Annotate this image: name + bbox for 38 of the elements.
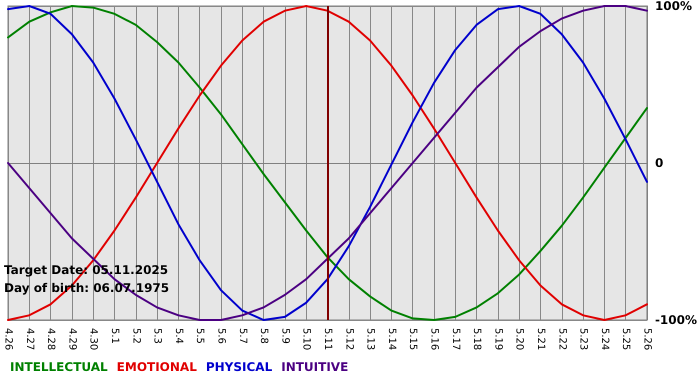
x-tick-label: 5.22 [556, 328, 568, 350]
x-tick-label: 4.30 [88, 328, 99, 350]
x-tick-label: 5.8 [258, 328, 270, 344]
x-tick-label: 5.7 [236, 328, 248, 344]
text: PHYSICAL [206, 360, 273, 374]
x-tick-label: 4.29 [66, 328, 78, 350]
text: INTELLECTUAL [10, 360, 108, 374]
x-tick-label: 5.4 [172, 328, 184, 344]
x-tick-label: 5.26 [641, 328, 652, 350]
x-tick-label: 5.19 [492, 328, 504, 350]
x-tick-label: 5.12 [343, 328, 354, 350]
x-tick-label: 5.5 [194, 328, 206, 344]
x-tick-label: 5.25 [620, 328, 632, 350]
x-tick-label: 5.18 [471, 328, 482, 350]
x-tick-label: 5.21 [534, 328, 546, 350]
x-tick-label: 5.2 [130, 328, 142, 344]
text: INTUITIVE [281, 360, 348, 374]
x-tick-label: 5.3 [152, 328, 163, 344]
x-tick-label: 4.26 [2, 328, 14, 350]
x-tick-label: 5.14 [386, 328, 397, 350]
x-tick-label: 5.1 [108, 328, 120, 344]
x-tick-label: 5.11 [322, 328, 333, 350]
x-tick-label: 5.6 [215, 328, 226, 344]
x-tick-label: 5.16 [428, 328, 440, 350]
x-tick-label: 5.10 [300, 328, 312, 350]
x-tick-label: 5.17 [450, 328, 461, 350]
y-tick-label: 100% [654, 0, 692, 13]
x-tick-label: 5.15 [407, 328, 418, 350]
x-tick-label: 4.28 [45, 328, 56, 350]
x-tick-label: 5.23 [578, 328, 589, 350]
x-tick-label: 4.27 [24, 328, 35, 350]
x-tick-label: 5.24 [598, 328, 610, 350]
text: EMOTIONAL [116, 360, 198, 374]
y-tick-label: 0 [654, 156, 664, 170]
x-tick-label: 5.20 [514, 328, 525, 350]
x-tick-label: 5.13 [364, 328, 376, 350]
y-tick-label: -100% [654, 313, 698, 327]
x-tick-label: 5.9 [279, 328, 290, 344]
